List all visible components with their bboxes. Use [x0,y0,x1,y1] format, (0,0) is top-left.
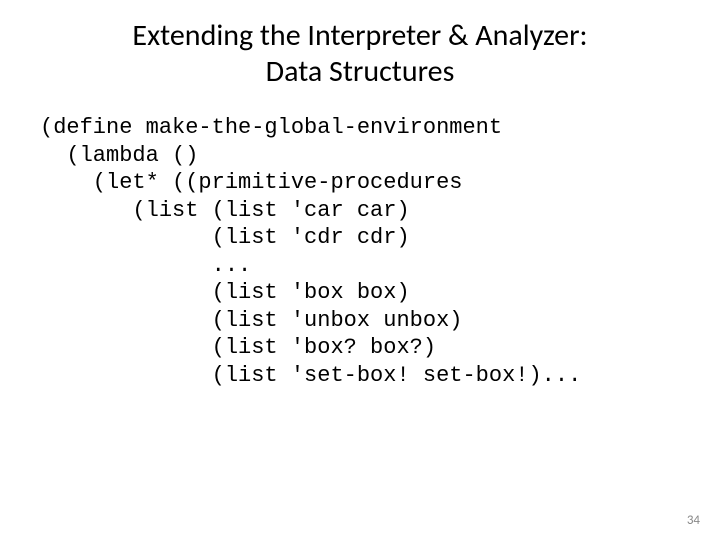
code-line-9: (list 'box? box?) [40,335,436,360]
code-line-10: (list 'set-box! set-box!)... [40,363,581,388]
code-line-6: ... [40,253,251,278]
code-line-3: (let* ((primitive-procedures [40,170,462,195]
code-line-5: (list 'cdr cdr) [40,225,410,250]
page-number: 34 [687,513,700,528]
title-line-2: Data Structures [0,54,720,90]
code-line-8: (list 'unbox unbox) [40,308,462,333]
code-line-2: (lambda () [40,143,198,168]
slide-title: Extending the Interpreter & Analyzer: Da… [0,0,720,90]
title-line-1: Extending the Interpreter & Analyzer: [0,18,720,54]
code-block: (define make-the-global-environment (lam… [0,90,720,389]
code-line-4: (list (list 'car car) [40,198,410,223]
code-line-7: (list 'box box) [40,280,410,305]
code-line-1: (define make-the-global-environment [40,115,502,140]
